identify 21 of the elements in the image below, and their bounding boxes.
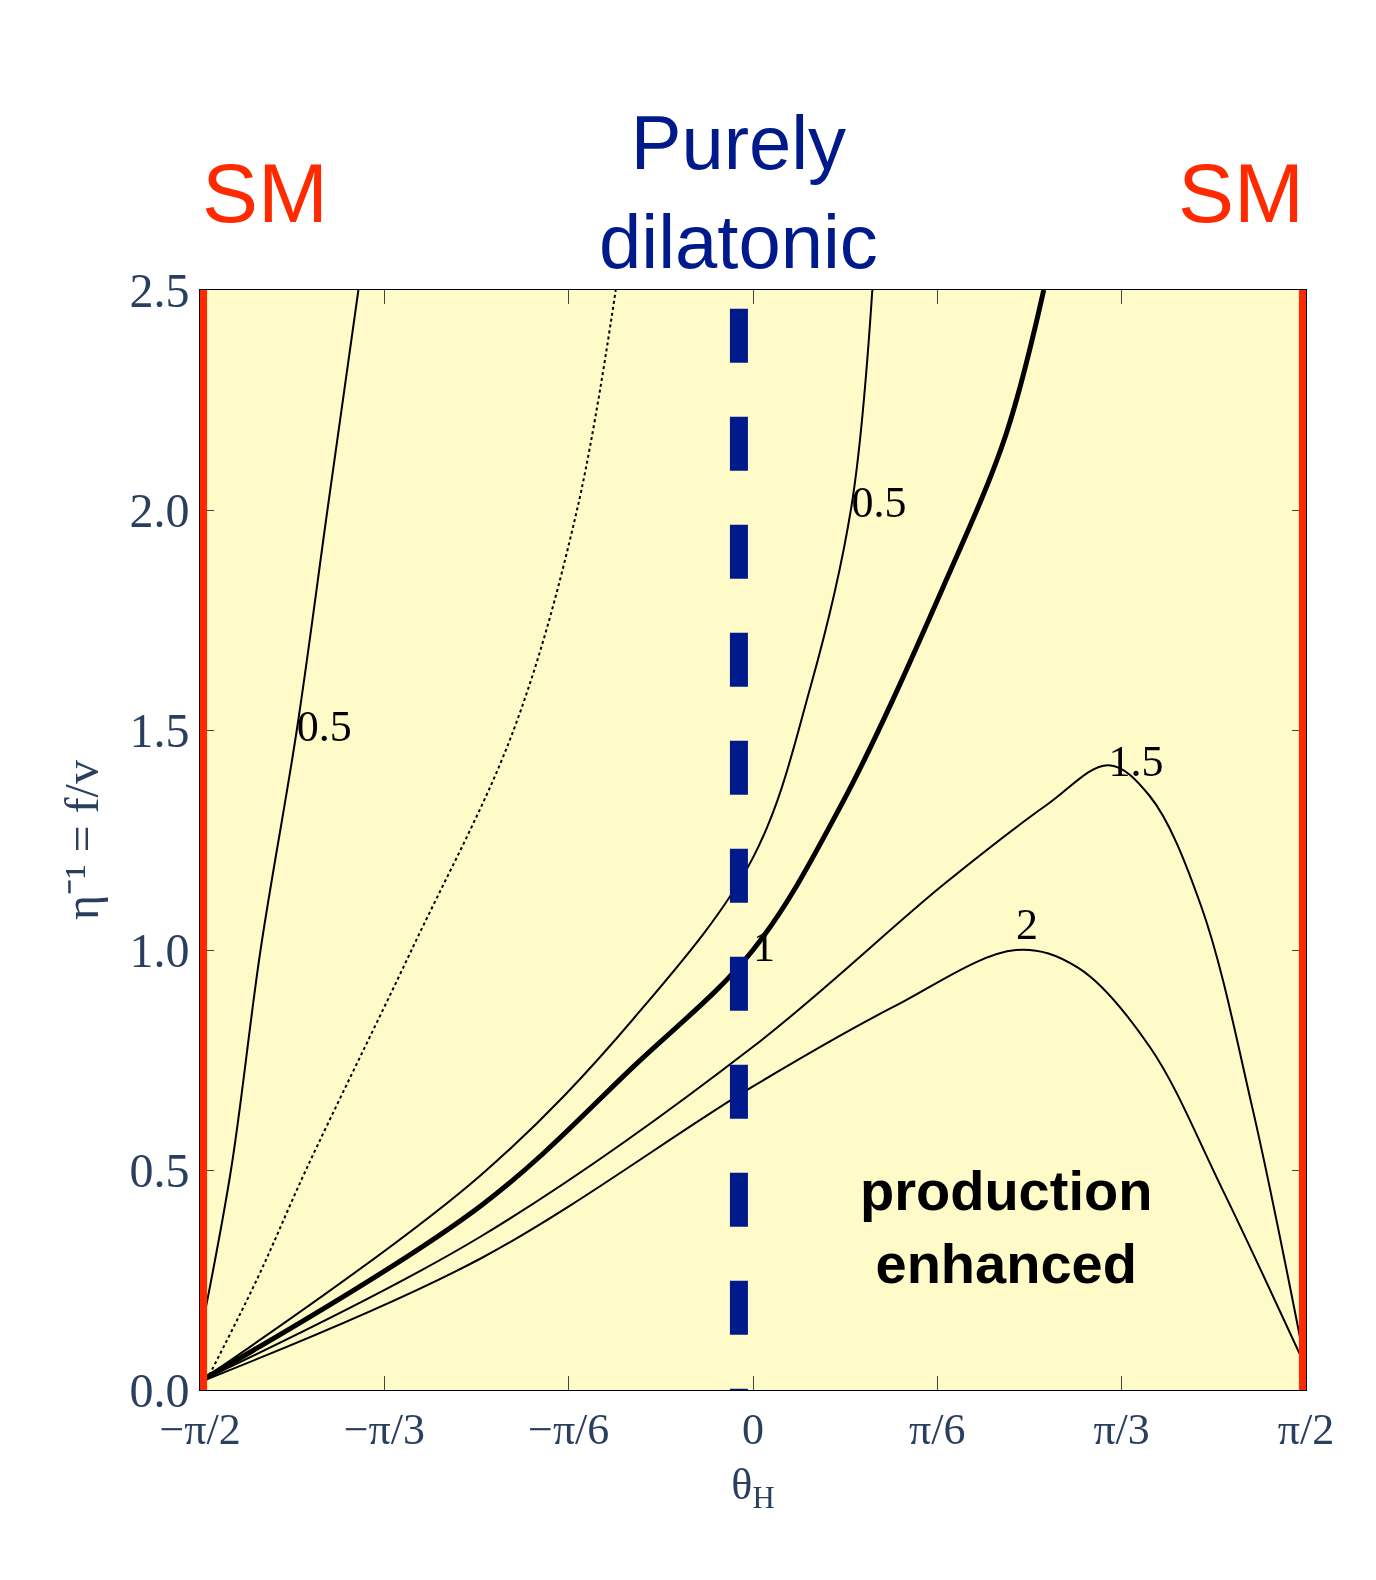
x-tick-label: −π/3 (343, 1404, 426, 1454)
y-tick-label: 1.0 (129, 923, 190, 977)
y-tick-label: 0.5 (129, 1143, 190, 1197)
x-axis-title: θ$_{H}$ (731, 1460, 775, 1516)
y-tick-label: 1.5 (129, 703, 190, 757)
x-tick-label: 0 (742, 1404, 764, 1454)
y-tick-label: 2.5 (129, 263, 190, 317)
y-tick-label: 2.0 (129, 483, 190, 537)
series-label: 0.5 (296, 702, 352, 751)
x-tick-label: π/2 (1277, 1404, 1335, 1454)
series-label: 2 (1015, 900, 1038, 949)
ref-line-label: Purely dilatonic (599, 100, 878, 284)
ref-line-label: SM (1178, 146, 1304, 240)
x-tick-label: π/6 (909, 1404, 966, 1454)
x-tick-label: π/3 (1093, 1404, 1150, 1454)
y-axis-title: η⁻¹ = f/v (55, 760, 109, 920)
x-tick-label: −π/6 (528, 1404, 610, 1454)
series-label: 0.5 (851, 477, 907, 527)
ref-line-label: SM (202, 146, 328, 240)
series-label: 1.5 (1108, 737, 1164, 787)
annotation: production enhanced (860, 1159, 1153, 1295)
